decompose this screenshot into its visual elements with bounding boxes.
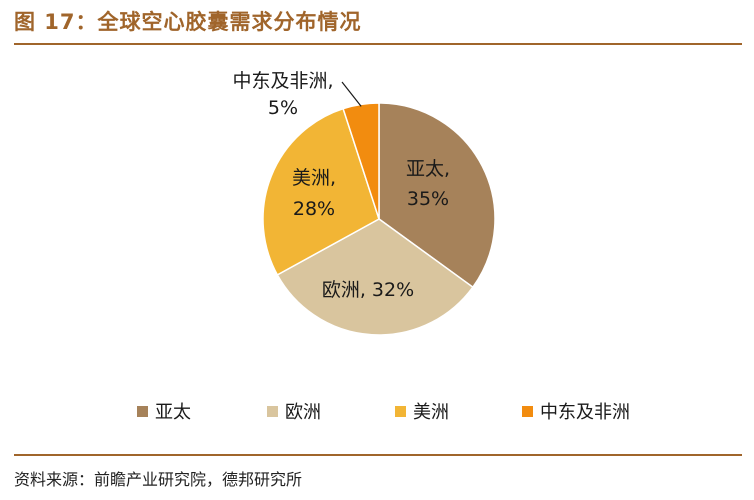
data-label-middle-east-africa-name: 中东及非洲, bbox=[232, 70, 333, 92]
legend-swatch-asia-pacific bbox=[137, 406, 148, 417]
title-underline bbox=[14, 43, 742, 45]
data-labels: 亚太, 35% 欧洲, 32% 美洲, 28% 中东及非洲, 5% bbox=[232, 70, 450, 301]
legend-label-middle-east-africa: 中东及非洲 bbox=[540, 402, 630, 423]
chart-title: 图 17：全球空心胶囊需求分布情况 bbox=[14, 10, 362, 34]
data-label-asia-pacific-value: 35% bbox=[407, 188, 449, 210]
legend-label-americas: 美洲 bbox=[413, 402, 449, 423]
data-label-americas-value: 28% bbox=[293, 198, 335, 220]
slice-asia-pacific bbox=[378, 102, 496, 289]
pie-slices bbox=[262, 102, 496, 336]
slice-middle-east-africa bbox=[342, 102, 380, 220]
slice-europe bbox=[276, 218, 474, 336]
legend-swatch-europe bbox=[267, 406, 278, 417]
source-note: 资料来源：前瞻产业研究院，德邦研究所 bbox=[14, 470, 303, 489]
leader-line-middle-east-africa bbox=[341, 81, 362, 107]
data-label-asia-pacific-name: 亚太, bbox=[406, 158, 450, 180]
legend: 亚太 欧洲 美洲 中东及非洲 bbox=[137, 402, 630, 423]
slice-americas bbox=[262, 107, 380, 276]
legend-label-europe: 欧洲 bbox=[285, 402, 321, 423]
legend-swatch-americas bbox=[395, 406, 406, 417]
legend-label-asia-pacific: 亚太 bbox=[155, 402, 191, 423]
data-label-europe-name: 欧洲, 32% bbox=[322, 279, 414, 301]
footer-rule bbox=[14, 454, 742, 456]
legend-swatch-middle-east-africa bbox=[522, 406, 533, 417]
data-label-middle-east-africa-value: 5% bbox=[268, 97, 298, 119]
data-label-americas-name: 美洲, bbox=[292, 167, 336, 189]
